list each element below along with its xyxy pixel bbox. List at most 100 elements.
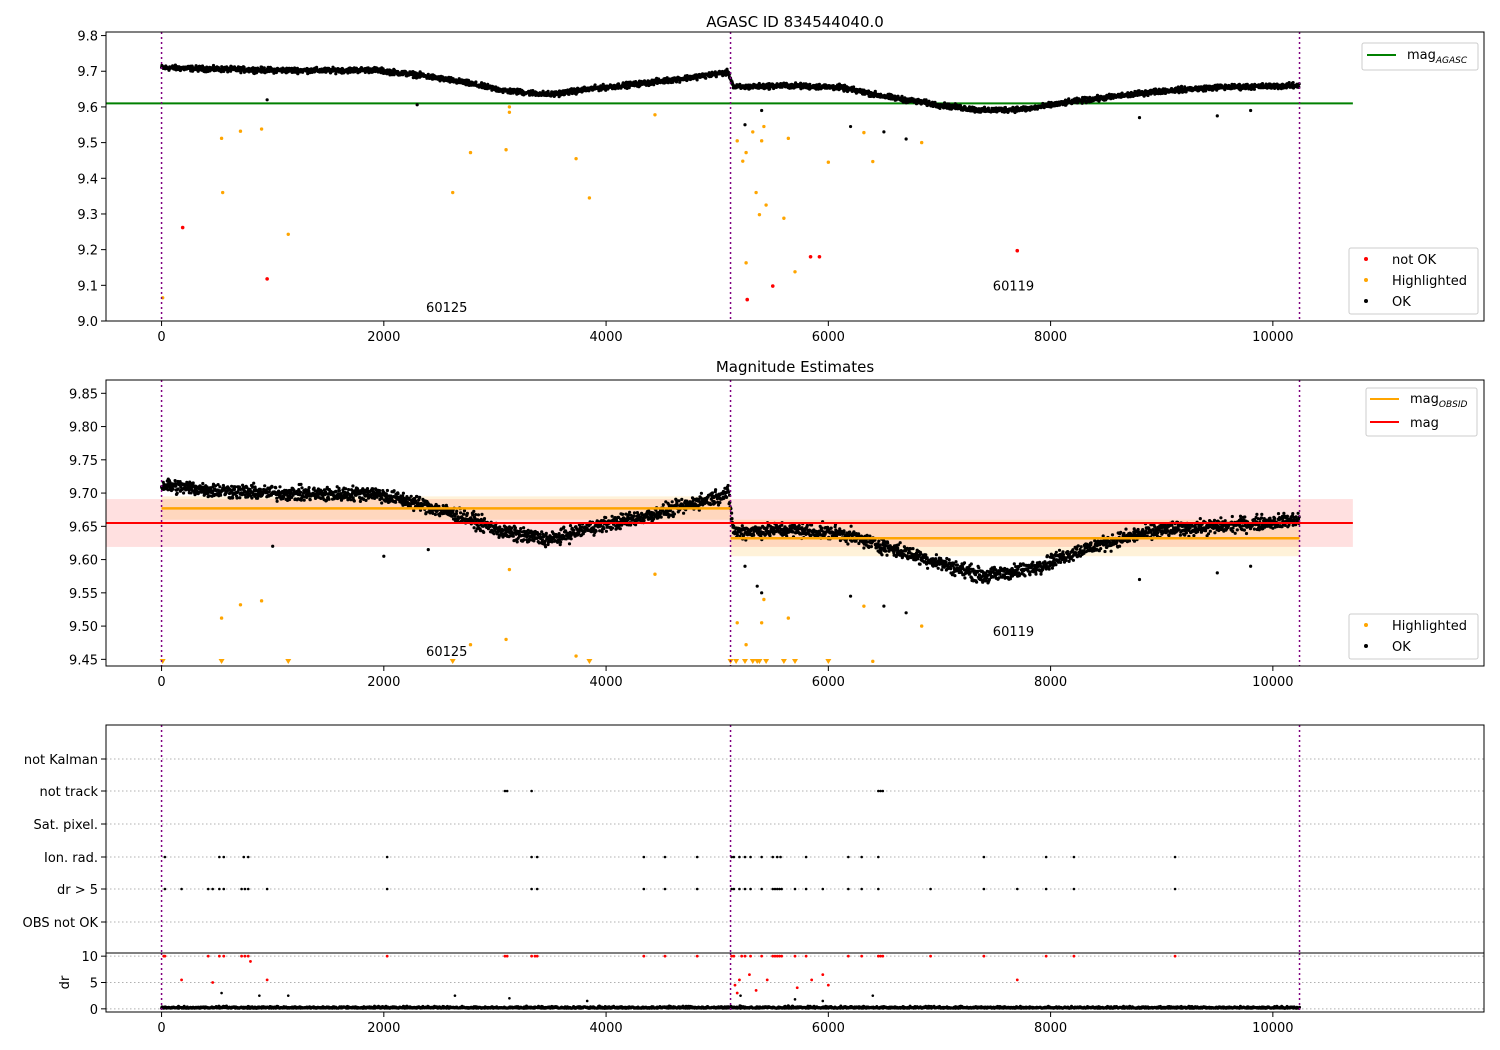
p1-ytick-label-0: 9.0 <box>77 315 98 330</box>
ok-point <box>480 512 484 517</box>
ok-point <box>610 526 615 530</box>
p2-ytick-label-5: 9.70 <box>69 487 98 502</box>
not-ok-point <box>180 225 185 230</box>
p1-xtick-label-3: 6000 <box>812 330 845 345</box>
ok-point <box>482 530 486 535</box>
ok-point <box>760 108 764 113</box>
ok-point <box>182 491 186 495</box>
ok-point <box>347 488 351 492</box>
ok-point <box>632 514 636 518</box>
highlighted-point <box>238 129 243 133</box>
ok-points-cloud <box>160 63 1301 115</box>
highlighted-point <box>741 159 745 163</box>
ok-point <box>472 526 476 530</box>
ok-point <box>364 498 368 502</box>
ok-point <box>394 500 398 504</box>
ok-point <box>401 491 405 495</box>
ok-point <box>409 494 413 498</box>
legend-not-ok: not OK <box>1392 253 1437 268</box>
ok-point <box>433 512 437 517</box>
p2-xtick-label-2: 4000 <box>590 675 623 690</box>
ok-point <box>704 76 708 80</box>
ok-point <box>459 511 463 515</box>
p1-ytick-label-8: 9.8 <box>77 30 98 45</box>
ok-point <box>308 498 312 502</box>
highlighted-point <box>468 150 473 155</box>
ok-point <box>1015 105 1019 109</box>
ok-point <box>275 496 279 500</box>
ok-point <box>263 484 267 488</box>
ok-point <box>572 528 576 532</box>
ok-point <box>457 77 461 81</box>
ok-point <box>594 529 598 533</box>
ok-point <box>299 490 303 494</box>
highlighted-point <box>574 156 578 161</box>
ok-point <box>1291 81 1295 85</box>
ok-point <box>515 540 519 544</box>
ok-point <box>695 78 699 82</box>
ok-point <box>659 515 663 519</box>
ok-point <box>250 496 254 500</box>
ok-point <box>659 511 663 515</box>
p1-ytick-label-6: 9.6 <box>77 101 98 116</box>
highlighted-point <box>764 203 768 207</box>
ok-point <box>1215 114 1219 118</box>
ok-point <box>262 66 266 70</box>
ok-point <box>352 499 356 503</box>
ok-point <box>351 484 355 488</box>
ok-point <box>511 534 515 538</box>
ok-point <box>678 80 682 84</box>
ok-point <box>462 512 466 516</box>
p1-ytick-label-7: 9.7 <box>77 65 98 80</box>
estimates-panel-title: Magnitude Estimates <box>716 358 874 376</box>
ok-point <box>672 512 677 516</box>
highlighted-point <box>759 139 764 143</box>
ok-point <box>682 511 686 515</box>
p2-ytick-label-6: 9.75 <box>69 454 98 469</box>
ok-point <box>675 503 679 507</box>
ok-point <box>191 481 195 485</box>
ok-point <box>544 545 548 549</box>
agasc-annotation-0: 60125 <box>426 301 467 316</box>
p1-ytick-label-4: 9.4 <box>77 172 98 187</box>
ok-point <box>1252 87 1256 91</box>
p1-ytick-label-5: 9.5 <box>77 137 98 152</box>
highlighted-point <box>871 159 875 164</box>
ok-point <box>848 124 853 129</box>
highlighted-point <box>757 212 762 217</box>
ok-point <box>392 489 396 493</box>
p2-ytick-label-2: 9.55 <box>69 587 98 602</box>
ok-point <box>498 525 502 529</box>
ok-point <box>415 494 419 499</box>
ok-point <box>604 529 609 533</box>
ok-point <box>302 498 306 502</box>
ok-point <box>726 483 730 488</box>
ok-point <box>252 481 256 485</box>
highlighted-point <box>754 190 758 195</box>
ok-point <box>275 499 279 503</box>
legend-highlighted: Highlighted <box>1392 274 1467 289</box>
ok-point <box>242 65 246 69</box>
highlighted-point <box>744 150 748 155</box>
ok-point <box>385 488 389 493</box>
ok-point <box>559 540 563 544</box>
ok-point <box>569 537 573 541</box>
ok-point <box>418 495 422 499</box>
ok-point <box>307 489 311 493</box>
not-ok-point <box>808 254 813 259</box>
highlighted-point <box>504 148 508 152</box>
ok-point <box>392 73 396 77</box>
not-ok-point <box>745 297 750 302</box>
highlighted-point <box>451 190 455 195</box>
ok-point <box>699 491 704 495</box>
agasc-legend-lower: not OK Highlighted OK <box>1348 247 1479 315</box>
ok-point <box>327 497 331 501</box>
not-ok-point <box>817 254 822 259</box>
highlighted-point <box>507 110 512 114</box>
ok-point <box>674 80 679 84</box>
ok-point <box>211 63 216 68</box>
p1-ytick-label-2: 9.2 <box>77 244 98 259</box>
ok-point <box>544 531 548 536</box>
highlighted-point <box>507 105 512 109</box>
p1-xtick-label-2: 4000 <box>590 330 623 345</box>
